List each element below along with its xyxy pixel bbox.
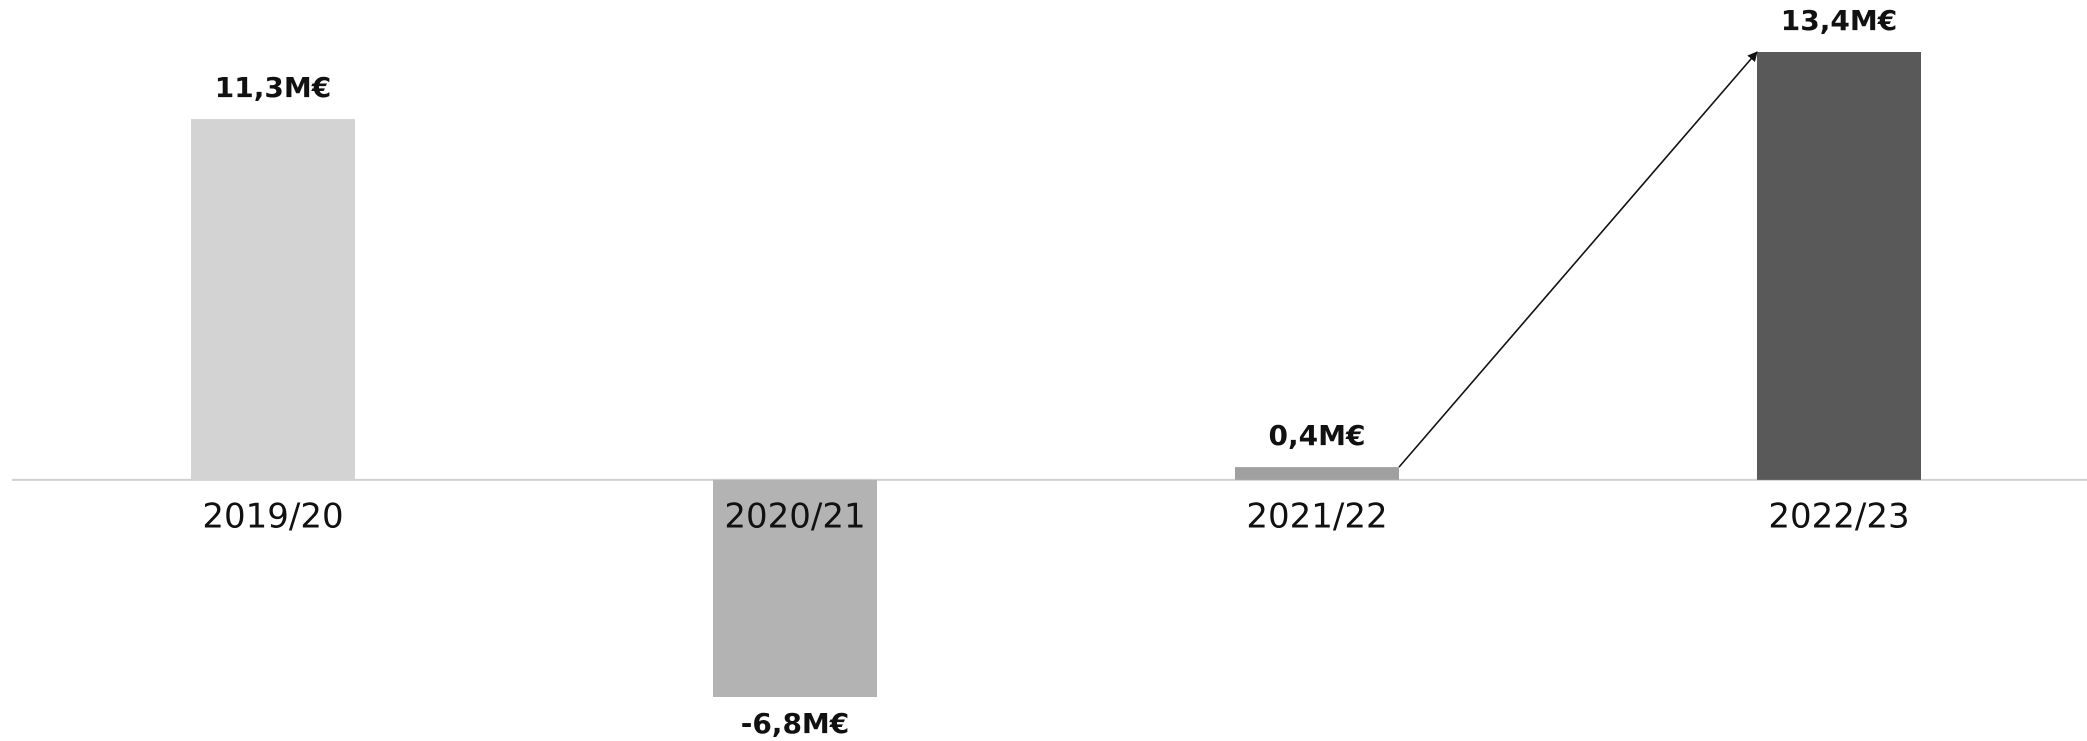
x-tick-label: 2021/22 [1246,496,1387,536]
value-label: 0,4M€ [1269,419,1366,452]
bar [1757,52,1921,480]
arrow [1398,51,1758,468]
bar [713,479,877,697]
bar [191,119,355,480]
value-label: 13,4M€ [1781,4,1897,37]
value-label: 11,3M€ [215,71,331,104]
value-label: -6,8M€ [741,707,850,740]
x-tick-label: 2019/20 [202,496,343,536]
x-tick-label: 2022/23 [1768,496,1909,536]
bar [1235,467,1399,480]
x-tick-label: 2020/21 [724,496,865,536]
